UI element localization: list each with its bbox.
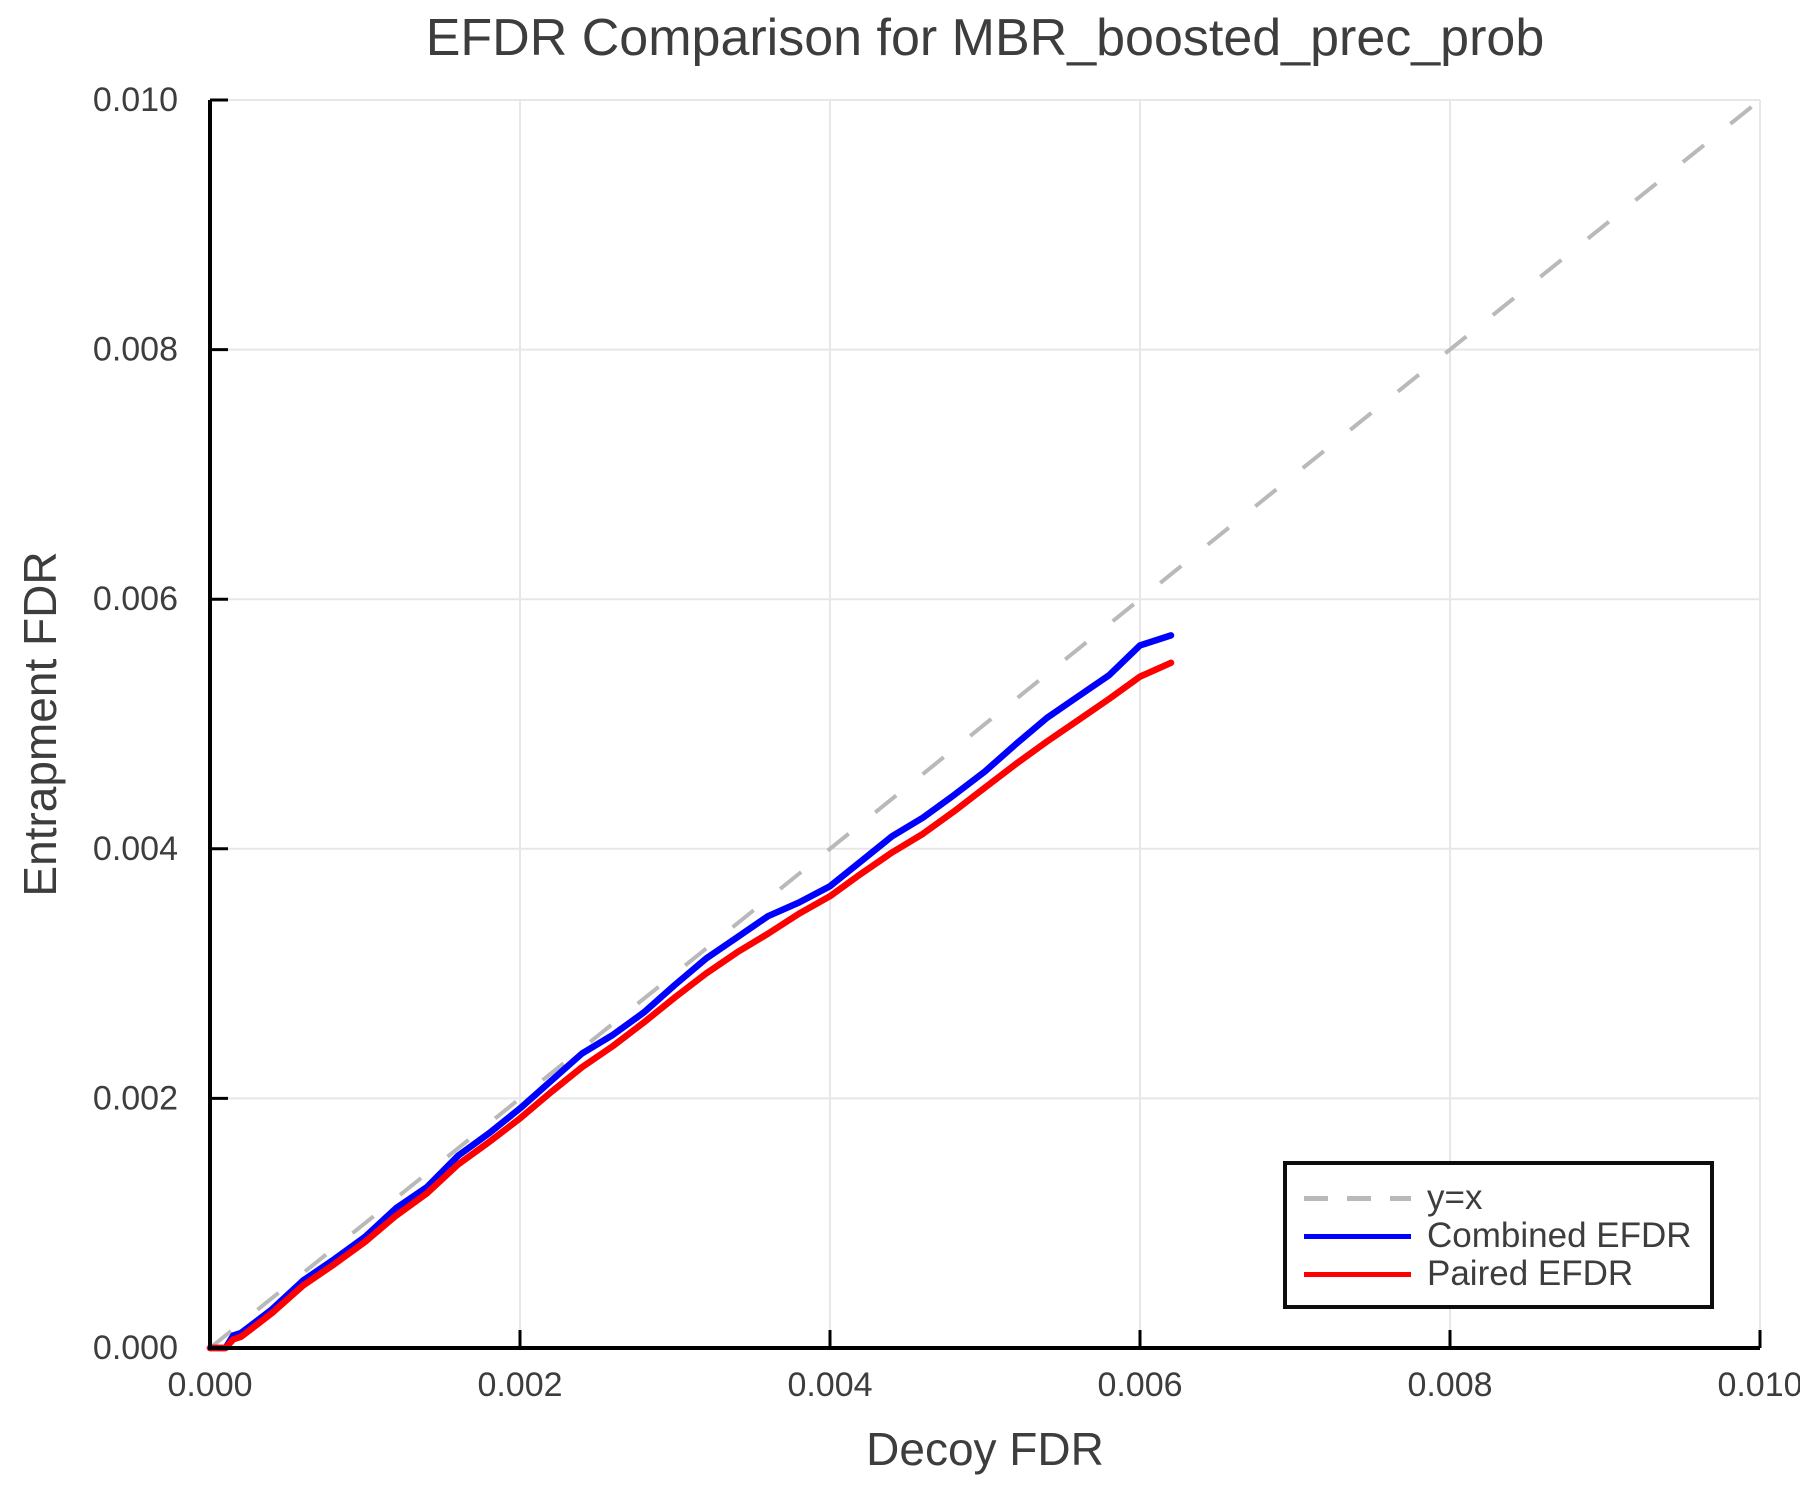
legend-line-sample <box>1304 1271 1411 1277</box>
y-tick-label: 0.002 <box>93 1079 178 1117</box>
legend-dashed-line-sample <box>1304 1195 1411 1201</box>
legend-box: y=x Combined EFDR Paired EFDR <box>1283 1161 1714 1309</box>
legend-label: y=x <box>1427 1178 1483 1217</box>
legend-entry-combined-efdr: Combined EFDR <box>1304 1217 1710 1255</box>
x-tick-label: 0.002 <box>477 1366 562 1404</box>
chart-title: EFDR Comparison for MBR_boosted_prec_pro… <box>425 9 1545 67</box>
x-tick-label: 0.008 <box>1407 1366 1492 1404</box>
y-tick-label: 0.000 <box>93 1329 178 1367</box>
legend-label: Paired EFDR <box>1427 1254 1634 1293</box>
x-axis-label: Decoy FDR <box>866 1423 1104 1475</box>
legend-entry-y-x: y=x <box>1304 1179 1710 1217</box>
y-tick-label: 0.008 <box>93 331 178 369</box>
x-tick-label: 0.010 <box>1717 1366 1800 1404</box>
x-tick-label: 0.004 <box>787 1366 872 1404</box>
series-line-combined-efdr <box>206 632 1175 1352</box>
x-tick-label: 0.000 <box>167 1366 252 1404</box>
x-tick-label: 0.006 <box>1097 1366 1182 1404</box>
reference-line-y-equals-x <box>208 98 1762 1350</box>
series-line-paired-efdr <box>206 659 1175 1352</box>
legend-line-sample <box>1304 1233 1411 1239</box>
y-tick-label: 0.006 <box>93 580 178 618</box>
legend-entry-paired-efdr: Paired EFDR <box>1304 1255 1710 1293</box>
legend-label: Combined EFDR <box>1427 1216 1692 1255</box>
y-axis-label: Entrapment FDR <box>14 551 66 897</box>
y-tick-label: 0.010 <box>93 81 178 119</box>
y-tick-label: 0.004 <box>93 830 178 868</box>
